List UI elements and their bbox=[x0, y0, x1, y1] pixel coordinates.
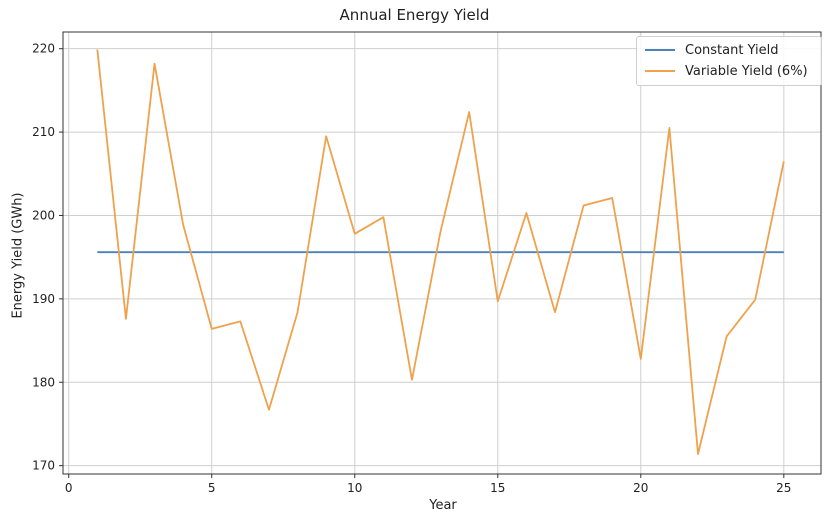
legend-label-constant: Constant Yield bbox=[685, 42, 779, 58]
legend-swatch-constant bbox=[645, 49, 675, 51]
y-tick-label: 220 bbox=[32, 42, 55, 56]
x-tick-label: 25 bbox=[776, 481, 791, 495]
x-tick-label: 20 bbox=[633, 481, 648, 495]
chart-title: Annual Energy Yield bbox=[339, 6, 490, 24]
chart-legend: Constant Yield Variable Yield (6%) bbox=[636, 36, 822, 86]
legend-item-variable: Variable Yield (6%) bbox=[645, 62, 808, 80]
plot-area-frame bbox=[62, 31, 822, 475]
series-line-variable-yield bbox=[96, 49, 785, 455]
x-tick-label: 10 bbox=[347, 481, 362, 495]
legend-item-constant: Constant Yield bbox=[645, 41, 779, 59]
y-tick-label: 190 bbox=[32, 292, 55, 306]
x-tick-label: 0 bbox=[65, 481, 73, 495]
legend-swatch-variable bbox=[645, 70, 675, 72]
x-tick-label: 15 bbox=[490, 481, 505, 495]
y-axis-label: Energy Yield (GWh) bbox=[10, 192, 26, 319]
series-lines bbox=[96, 49, 785, 455]
x-axis-label: Year bbox=[429, 498, 457, 513]
y-tick-label: 210 bbox=[32, 125, 55, 139]
y-tick-label: 170 bbox=[32, 459, 55, 473]
axis-ticks: 0 5 10 15 20 25 170 180 190 200 210 220 bbox=[32, 42, 791, 495]
y-tick-label: 180 bbox=[32, 375, 55, 389]
legend-label-variable: Variable Yield (6%) bbox=[685, 63, 808, 79]
x-tick-label: 5 bbox=[208, 481, 216, 495]
y-tick-label: 200 bbox=[32, 208, 55, 222]
